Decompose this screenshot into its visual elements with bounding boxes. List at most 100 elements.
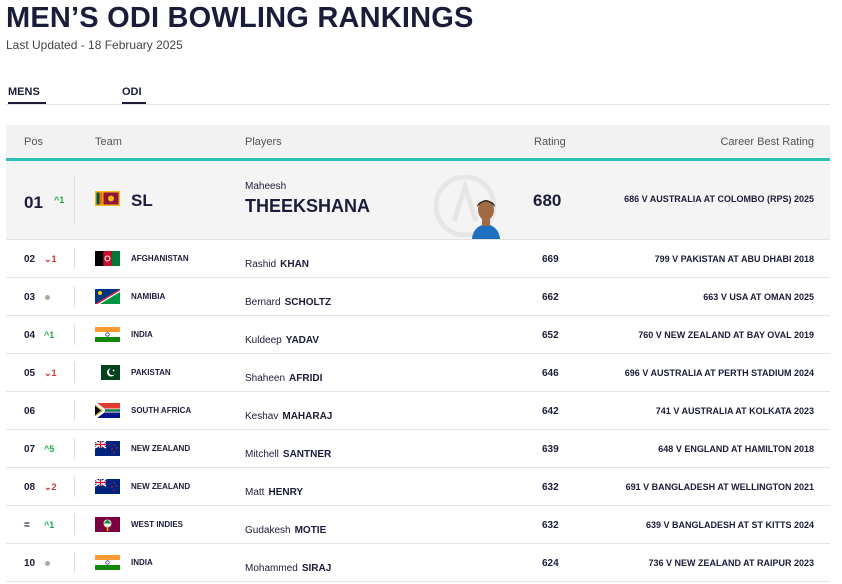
player-last-name: MAHARAJ bbox=[282, 411, 333, 422]
divider bbox=[74, 362, 75, 383]
rank-position: 05 bbox=[24, 368, 36, 379]
south-africa-flag-icon bbox=[95, 403, 120, 418]
rank-position: 08 bbox=[24, 482, 36, 493]
player-first-name: Mitchell bbox=[245, 449, 279, 460]
divider bbox=[74, 552, 75, 573]
move-down-indicator: ⌄1 bbox=[44, 368, 57, 378]
rating-value: 642 bbox=[542, 406, 559, 417]
career-best: 686 V AUSTRALIA AT COLOMBO (RPS) 2025 bbox=[624, 194, 814, 204]
player-first-name: Mohammed bbox=[245, 563, 298, 574]
divider bbox=[74, 476, 75, 497]
table-row[interactable]: 06 SOUTH AFRICA Keshav MAHARAJ 642 741 V … bbox=[6, 392, 830, 430]
career-best: 663 V USA AT OMAN 2025 bbox=[703, 292, 814, 302]
top-ranked-row[interactable]: 01 ^1 SL Maheesh THEEKSHANA 680 686 V AU… bbox=[6, 161, 830, 240]
rating-value: 632 bbox=[542, 482, 559, 493]
tab-odi[interactable]: ODI bbox=[122, 86, 146, 104]
divider bbox=[74, 248, 75, 269]
player-name: Rashid KHAN bbox=[245, 259, 309, 270]
col-pos: Pos bbox=[24, 136, 43, 148]
career-best: 799 V PAKISTAN AT ABU DHABI 2018 bbox=[654, 254, 814, 264]
india-flag-icon bbox=[95, 327, 120, 342]
table-row[interactable]: 08 ⌄2 NEW ZEALAND Matt HENRY 632 691 V BA… bbox=[6, 468, 830, 506]
player-last-name: SIRAJ bbox=[301, 563, 332, 574]
player-name: Keshav MAHARAJ bbox=[245, 411, 332, 422]
player-last-name: AFRIDI bbox=[289, 373, 323, 384]
player-name: Kuldeep YADAV bbox=[245, 335, 319, 346]
filter-tabs: MENS ODI bbox=[6, 84, 830, 105]
team-name: SL bbox=[131, 191, 153, 210]
rating-value: 639 bbox=[542, 444, 559, 455]
player-first-name: Keshav bbox=[245, 411, 279, 422]
afghanistan-flag-icon bbox=[95, 251, 120, 266]
team-name: AFGHANISTAN bbox=[131, 254, 189, 263]
player-first-name: Shaheen bbox=[245, 373, 286, 384]
player-last-name: SCHOLTZ bbox=[284, 297, 332, 308]
col-team: Team bbox=[95, 136, 122, 148]
player-name: Shaheen AFRIDI bbox=[245, 373, 322, 384]
sri-lanka-flag-icon bbox=[95, 191, 120, 206]
table-row[interactable]: 04 ^1 INDIA Kuldeep YADAV 652 760 V NEW Z… bbox=[6, 316, 830, 354]
team-name: NEW ZEALAND bbox=[131, 444, 191, 453]
rankings-table: Pos Team Players Rating Career Best Rati… bbox=[6, 125, 830, 582]
divider bbox=[74, 324, 75, 345]
player-name: Mohammed SIRAJ bbox=[245, 563, 331, 574]
last-updated: Last Updated - 18 February 2025 bbox=[6, 38, 183, 52]
player-first-name: Rashid bbox=[245, 259, 277, 270]
namibia-flag-icon bbox=[95, 289, 120, 304]
india-flag-icon bbox=[95, 555, 120, 570]
no-change-dot-icon bbox=[45, 295, 50, 300]
new-zealand-flag-icon bbox=[95, 479, 120, 494]
player-last-name: MOTIE bbox=[294, 525, 327, 536]
rating-value: 646 bbox=[542, 368, 559, 379]
career-best: 696 V AUSTRALIA AT PERTH STADIUM 2024 bbox=[624, 368, 814, 378]
table-row[interactable]: = ^1 WEST INDIES Gudakesh MOTIE 632 639 V… bbox=[6, 506, 830, 544]
rank-position: 07 bbox=[24, 444, 36, 455]
col-best: Career Best Rating bbox=[720, 136, 814, 148]
move-up-indicator: ^5 bbox=[44, 444, 55, 454]
player-last-name: HENRY bbox=[268, 487, 304, 498]
divider bbox=[74, 286, 75, 307]
table-row[interactable]: 03 NAMIBIA Bernard SCHOLTZ 662 663 V USA … bbox=[6, 278, 830, 316]
table-row[interactable]: 10 INDIA Mohammed SIRAJ 624 736 V NEW ZEA… bbox=[6, 544, 830, 582]
career-best: 741 V AUSTRALIA AT KOLKATA 2023 bbox=[655, 406, 814, 416]
tab-mens[interactable]: MENS bbox=[8, 86, 46, 104]
team-name: SOUTH AFRICA bbox=[131, 406, 192, 415]
pakistan-flag-icon bbox=[95, 365, 120, 380]
icc-watermark-icon bbox=[434, 175, 496, 237]
career-best: 648 V ENGLAND AT HAMILTON 2018 bbox=[658, 444, 814, 454]
team-name: INDIA bbox=[131, 330, 153, 339]
rating-value: 624 bbox=[542, 558, 559, 569]
divider bbox=[74, 438, 75, 459]
player-name: Matt HENRY bbox=[245, 487, 303, 498]
player-first-name: Kuldeep bbox=[245, 335, 282, 346]
divider bbox=[74, 400, 75, 421]
player-last-name: KHAN bbox=[280, 259, 310, 270]
west-indies-flag-icon bbox=[95, 517, 120, 532]
page-title: MEN’S ODI BOWLING RANKINGS bbox=[6, 2, 474, 34]
rating-value: 662 bbox=[542, 292, 559, 303]
player-first-name: Matt bbox=[245, 487, 265, 498]
rating-value: 680 bbox=[533, 191, 562, 210]
move-down-indicator: ⌄1 bbox=[44, 254, 57, 264]
player-last-name: YADAV bbox=[285, 335, 320, 346]
rank-position: 03 bbox=[24, 292, 36, 303]
table-row[interactable]: 05 ⌄1 PAKISTAN Shaheen AFRIDI 646 696 V A… bbox=[6, 354, 830, 392]
ranking-rows: 02 ⌄1 AFGHANISTAN Rashid KHAN 669 799 V P… bbox=[6, 240, 830, 582]
move-up-indicator: ^1 bbox=[54, 195, 65, 205]
team-name: NEW ZEALAND bbox=[131, 482, 191, 491]
divider bbox=[74, 514, 75, 535]
rank-position: 01 bbox=[24, 193, 43, 212]
player-first-name: Maheesh bbox=[245, 181, 287, 192]
career-best: 691 V BANGLADESH AT WELLINGTON 2021 bbox=[625, 482, 814, 492]
table-row[interactable]: 07 ^5 NEW ZEALAND Mitchell SANTNER 639 64… bbox=[6, 430, 830, 468]
table-header: Pos Team Players Rating Career Best Rati… bbox=[6, 125, 830, 161]
no-change-dot-icon bbox=[45, 561, 50, 566]
team-name: PAKISTAN bbox=[131, 368, 171, 377]
table-row[interactable]: 02 ⌄1 AFGHANISTAN Rashid KHAN 669 799 V P… bbox=[6, 240, 830, 278]
rating-value: 632 bbox=[542, 520, 559, 531]
player-photo-icon bbox=[471, 200, 501, 239]
career-best: 639 V BANGLADESH AT ST KITTS 2024 bbox=[645, 520, 814, 530]
team-name: NAMIBIA bbox=[131, 292, 166, 301]
move-down-indicator: ⌄2 bbox=[44, 482, 57, 492]
col-players: Players bbox=[245, 136, 282, 148]
